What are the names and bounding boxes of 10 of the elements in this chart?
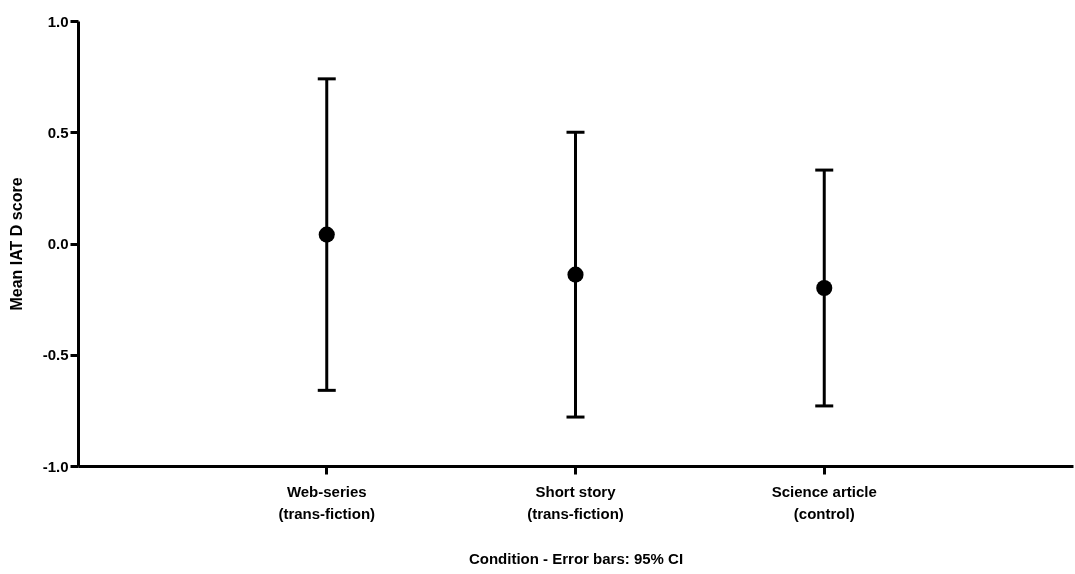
y-axis-title: Mean IAT D score bbox=[7, 177, 25, 311]
x-tick-label: Short story (trans-fiction) bbox=[527, 482, 624, 522]
y-tick-label: -1.0 bbox=[42, 457, 69, 475]
y-tick-label: 1.0 bbox=[47, 12, 69, 30]
x-tick-label: Web-series (trans-fiction) bbox=[278, 482, 376, 522]
x-tick-label: Science article (control) bbox=[771, 482, 877, 522]
x-axis-title: Condition - Error bars: 95% CI bbox=[468, 549, 684, 567]
y-tick-label: 0.5 bbox=[47, 123, 69, 141]
y-tick-label: -0.5 bbox=[42, 346, 69, 364]
y-tick-label: 0.0 bbox=[47, 235, 69, 252]
